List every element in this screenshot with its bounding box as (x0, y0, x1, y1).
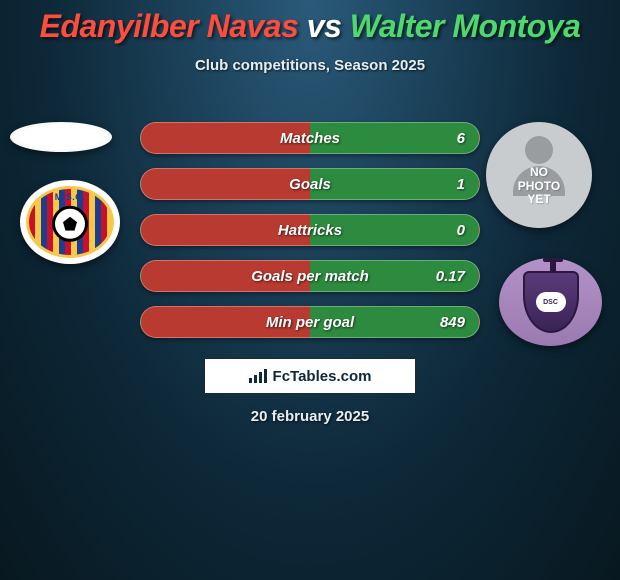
date-label: 20 february 2025 (0, 408, 620, 425)
stat-label: Min per goal (266, 314, 354, 331)
stat-row-hattricks: Hattricks 0 (140, 214, 480, 246)
stat-row-mpg: Min per goal 849 (140, 306, 480, 338)
stat-row-goals: Goals 1 (140, 168, 480, 200)
club-badge-dsc-label: DSC (536, 292, 566, 312)
stat-right-value: 6 (457, 130, 465, 147)
player2-club-badge: DSC (499, 258, 602, 346)
bars-icon (249, 369, 267, 383)
stat-right-value: 849 (440, 314, 465, 331)
player1-name: Edanyilber Navas (40, 8, 299, 44)
player1-club-badge: M.S.C. (20, 180, 120, 264)
no-photo-label: NOPHOTOYET (518, 166, 560, 206)
stat-row-gpm: Goals per match 0.17 (140, 260, 480, 292)
stat-label: Hattricks (278, 222, 342, 239)
stat-right-value: 0 (457, 222, 465, 239)
comparison-title: Edanyilber Navas vs Walter Montoya (0, 0, 620, 45)
stats-panel: Matches 6 Goals 1 Hattricks 0 Goals per … (140, 122, 480, 352)
player1-photo-placeholder (10, 122, 112, 152)
stat-row-matches: Matches 6 (140, 122, 480, 154)
stat-label: Matches (280, 130, 340, 147)
brand-box[interactable]: FcTables.com (204, 358, 416, 394)
player2-photo-placeholder: NOPHOTOYET (486, 122, 592, 228)
club-badge-msc-label: M.S.C. (55, 192, 86, 202)
stat-right-value: 0.17 (436, 268, 465, 285)
vs-separator: vs (307, 8, 342, 44)
club-badge-dsc: DSC (499, 258, 602, 346)
stat-label: Goals (289, 176, 331, 193)
stat-label: Goals per match (251, 268, 369, 285)
subtitle: Club competitions, Season 2025 (0, 57, 620, 74)
brand-label: FcTables.com (273, 368, 372, 385)
player2-name: Walter Montoya (350, 8, 581, 44)
club-badge-msc: M.S.C. (20, 180, 120, 264)
stat-right-value: 1 (457, 176, 465, 193)
